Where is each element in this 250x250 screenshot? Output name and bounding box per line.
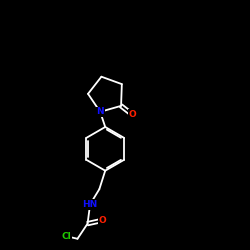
Text: HN: HN	[82, 200, 98, 209]
Text: Cl: Cl	[62, 232, 72, 241]
Text: O: O	[99, 216, 106, 225]
Text: O: O	[128, 110, 136, 119]
Text: N: N	[96, 107, 104, 116]
